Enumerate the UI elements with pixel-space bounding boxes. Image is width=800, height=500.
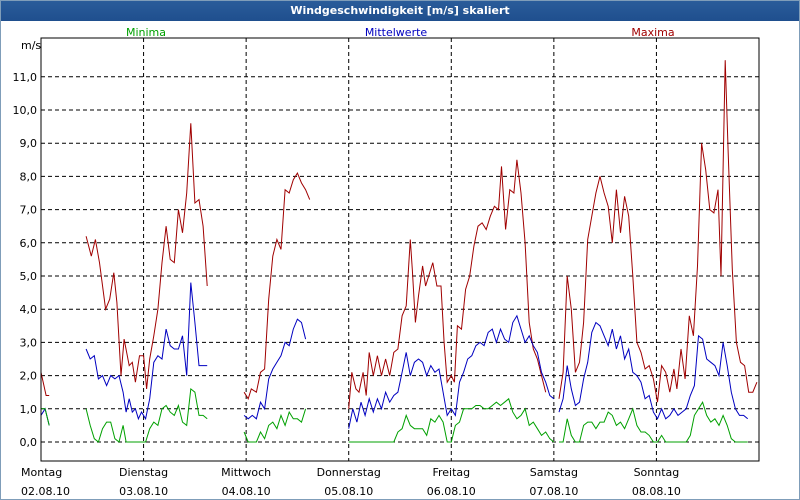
y-tick-label: 6,0	[20, 237, 38, 250]
y-axis: 0,0 1,0 2,0 3,0 4,0 5,0 6,0 7,0 8,0 9,0 10,0 11,0	[13, 71, 38, 449]
x-day-label: Dienstag	[119, 466, 168, 479]
y-tick-label: 10,0	[13, 104, 38, 117]
x-date-label: 02.08.10	[21, 485, 70, 498]
series-line	[348, 314, 555, 429]
x-date-label: 06.08.10	[427, 485, 476, 498]
x-date-label: 04.08.10	[222, 485, 271, 498]
y-tick-label: 0,0	[20, 436, 38, 449]
x-axis: Montag 02.08.10 Dienstag 03.08.10 Mittwoch 04…	[21, 466, 681, 498]
series-maxima	[40, 60, 758, 409]
series-line	[243, 172, 311, 400]
series-line	[348, 397, 555, 443]
x-date-label: 07.08.10	[529, 485, 578, 498]
plot-frame	[40, 37, 760, 462]
y-tick-label: 1,0	[20, 403, 38, 416]
series-line	[243, 408, 307, 443]
x-date-label: 08.08.10	[632, 485, 681, 498]
x-day-label: Freitag	[432, 466, 470, 479]
window-title: Windgeschwindigkeit [m/s] skaliert	[1, 1, 799, 21]
x-day-label: Donnerstag	[317, 466, 381, 479]
y-tick-label: 7,0	[20, 204, 38, 217]
x-day-label: Sonntag	[634, 466, 680, 479]
x-date-label: 03.08.10	[119, 485, 168, 498]
x-date-label: 05.08.10	[324, 485, 373, 498]
y-tick-label: 5,0	[20, 270, 38, 283]
x-day-label: Samstag	[530, 466, 578, 479]
series-minima	[41, 387, 748, 443]
legend: Minima Mittelwerte Maxima	[126, 26, 675, 39]
legend-entry: Mittelwerte	[365, 26, 428, 39]
series-line	[348, 159, 547, 409]
y-tick-label: 4,0	[20, 303, 38, 316]
series-line	[41, 408, 50, 426]
x-day-label: Montag	[21, 466, 62, 479]
series-line	[85, 123, 208, 389]
wind-speed-chart: 0,0 1,0 2,0 3,0 4,0 5,0 6,0 7,0 8,0 9,0 10,0 11,0 M…	[1, 21, 799, 499]
x-day-label: Mittwoch	[221, 466, 271, 479]
series-line	[558, 60, 758, 403]
series-line	[40, 372, 50, 396]
legend-entry: Maxima	[631, 26, 674, 39]
y-tick-label: 8,0	[20, 170, 38, 183]
series-line	[85, 282, 208, 421]
series-mittelwerte	[40, 282, 749, 429]
y-tick-label: 3,0	[20, 336, 38, 349]
series-line	[559, 401, 748, 443]
plot-background	[1, 21, 799, 499]
y-tick-label: 2,0	[20, 370, 38, 383]
series-line	[243, 318, 307, 420]
y-tick-label: 11,0	[13, 71, 38, 84]
y-axis-label: m/s	[21, 39, 41, 52]
series-line	[558, 321, 749, 420]
legend-entry: Minima	[126, 26, 166, 39]
series-line	[85, 387, 208, 443]
data-series	[40, 60, 758, 443]
y-tick-label: 9,0	[20, 137, 38, 150]
